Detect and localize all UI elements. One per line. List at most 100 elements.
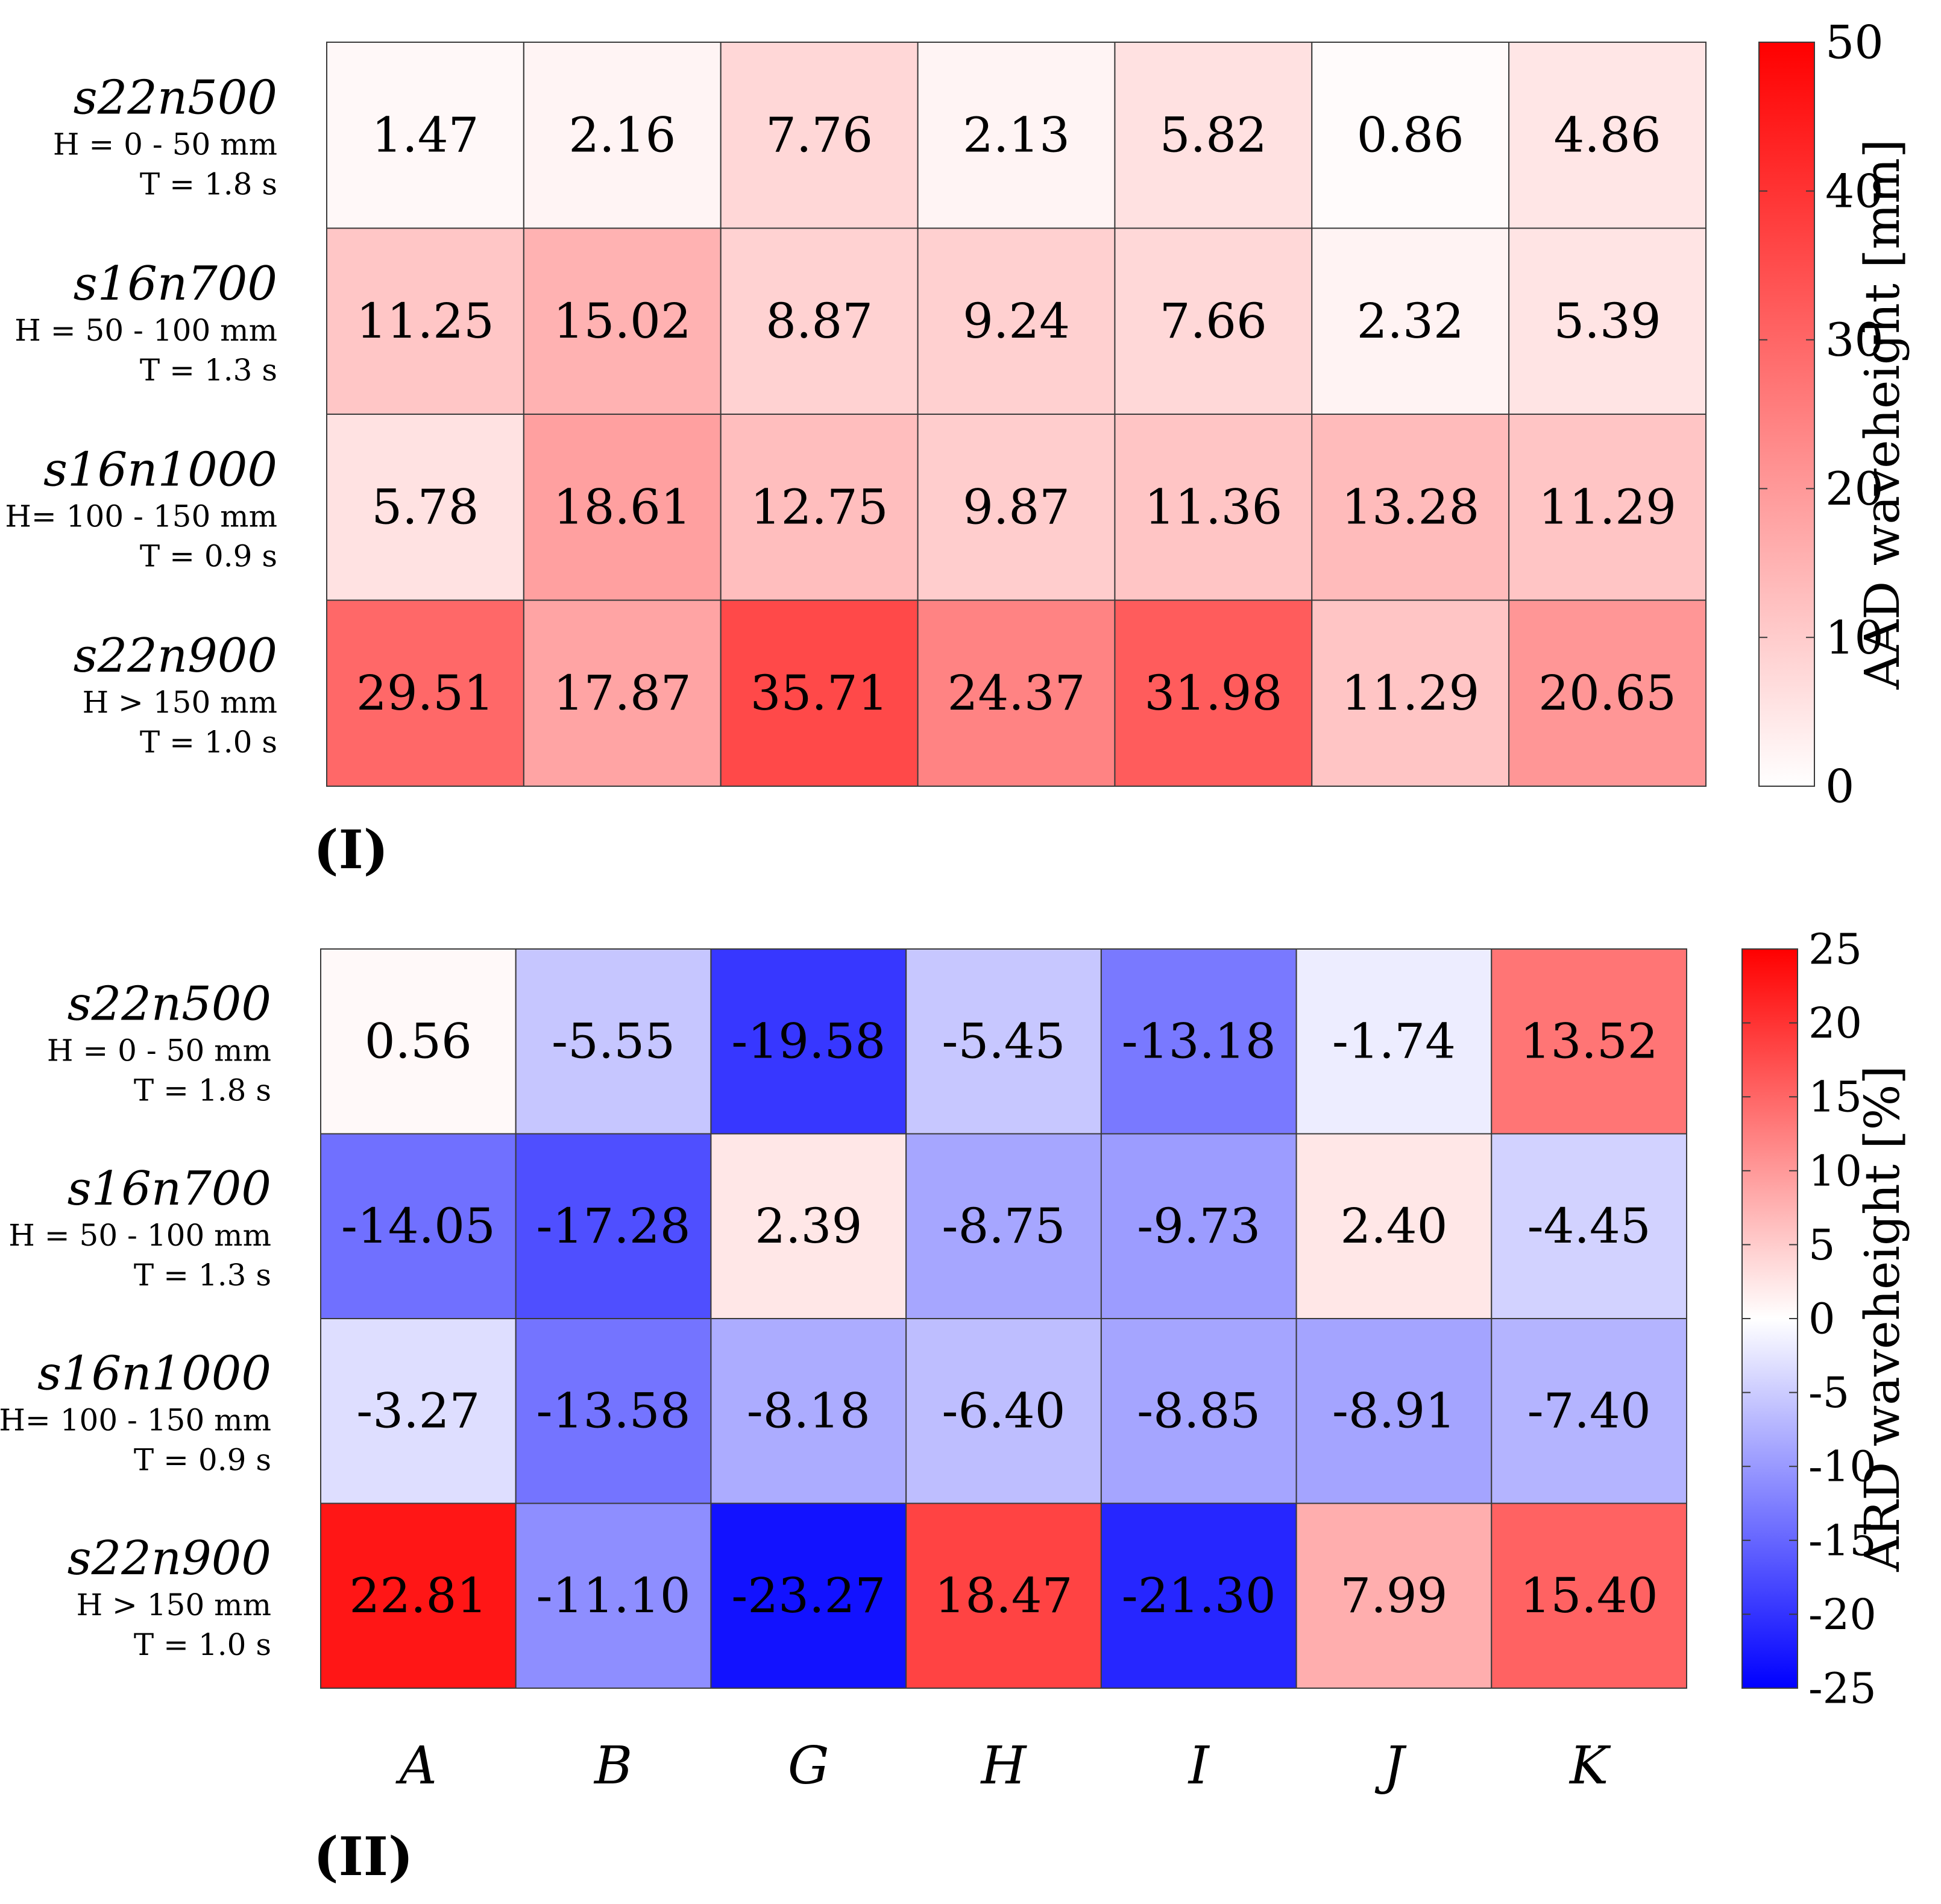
cell-value-label: 11.36 xyxy=(1144,479,1282,535)
panel-label: (I) xyxy=(313,818,388,881)
colorbar-label: AAD waveheight [mm] xyxy=(1854,139,1910,690)
cell-value-label: 18.61 xyxy=(553,479,691,535)
row-label-height: H > 150 mm xyxy=(83,685,277,720)
x-tick-label: G xyxy=(788,1736,829,1796)
row-label-height: H > 150 mm xyxy=(77,1587,271,1622)
row-label-name: s22n900 xyxy=(68,1531,271,1586)
cell-value-label: 11.29 xyxy=(1538,479,1676,535)
row-label-period: T = 0.9 s xyxy=(140,538,277,573)
cell-value-label: 11.25 xyxy=(356,293,494,349)
cell-value-label: 24.37 xyxy=(947,665,1085,721)
cell-value-label: 4.86 xyxy=(1554,107,1661,163)
row-label-period: T = 1.8 s xyxy=(134,1073,271,1108)
cell-value-label: 22.81 xyxy=(349,1568,487,1624)
cell-value-label: 0.86 xyxy=(1357,107,1464,163)
cell-value-label: 2.40 xyxy=(1340,1198,1447,1254)
cell-value-label: 5.78 xyxy=(371,479,479,535)
cell-value-label: -14.05 xyxy=(341,1198,495,1254)
cell-value-label: -19.58 xyxy=(731,1013,886,1069)
cell-value-label: 20.65 xyxy=(1538,665,1676,721)
cell-value-label: -23.27 xyxy=(731,1568,886,1624)
cell-value-label: 9.24 xyxy=(963,293,1070,349)
cell-value-label: -6.40 xyxy=(942,1382,1065,1439)
cell-value-label: 2.13 xyxy=(963,107,1070,163)
cell-value-label: 1.47 xyxy=(371,107,479,163)
cell-value-label: 8.87 xyxy=(766,293,873,349)
colorbar-tick-label: 20 xyxy=(1808,998,1862,1048)
row-label-period: T = 0.9 s xyxy=(134,1442,271,1477)
cell-value-label: -7.40 xyxy=(1527,1382,1651,1439)
cell-value-label: 2.39 xyxy=(755,1198,862,1254)
cell-value-label: -8.91 xyxy=(1332,1382,1456,1439)
row-label-period: T = 1.8 s xyxy=(140,166,277,201)
cell-value-label: 15.02 xyxy=(553,293,691,349)
cell-value-label: 9.87 xyxy=(963,479,1070,535)
cell-value-label: 11.29 xyxy=(1341,665,1479,721)
cell-value-label: -9.73 xyxy=(1137,1198,1260,1254)
row-label-period: T = 1.3 s xyxy=(134,1258,271,1293)
cell-value-label: 18.47 xyxy=(934,1568,1072,1624)
colorbar-tick-label: -20 xyxy=(1808,1590,1877,1639)
cell-value-label: 0.56 xyxy=(365,1013,472,1069)
cell-value-label: 35.71 xyxy=(750,665,889,721)
cell-value-label: 2.32 xyxy=(1357,293,1464,349)
colorbar-tick-label: 0 xyxy=(1808,1294,1836,1344)
figure: 1.47 2.16 7.76 2.13 5.82 0.86 4.8611.25 15.02 8.… xyxy=(0,0,1941,1904)
cell-value-label: 13.28 xyxy=(1341,479,1479,535)
cell-value-label: -17.28 xyxy=(536,1198,691,1254)
cell-value-label: -5.45 xyxy=(942,1013,1065,1069)
row-label-name: s16n700 xyxy=(74,257,277,311)
cell-value-label: 15.40 xyxy=(1520,1568,1658,1624)
cell-value-label: 12.75 xyxy=(750,479,889,535)
x-tick-label: B xyxy=(593,1736,632,1796)
cell-value-label: -13.58 xyxy=(536,1382,691,1439)
heatmap-panel-aad: 1.47 2.16 7.76 2.13 5.82 0.86 4.8611.25 15.02 8.… xyxy=(5,16,1910,881)
colorbar-tick-label: 5 xyxy=(1808,1220,1836,1270)
cell-value-label: -4.45 xyxy=(1527,1198,1651,1254)
colorbar-label: ARD waveheight [%] xyxy=(1854,1065,1910,1572)
cell-value-label: -5.55 xyxy=(552,1013,675,1069)
row-label-height: H = 0 - 50 mm xyxy=(47,1033,271,1068)
cell-value-label: 17.87 xyxy=(553,665,691,721)
colorbar-tick-label: 0 xyxy=(1825,760,1854,813)
cell-value-label: -8.18 xyxy=(747,1382,870,1439)
cell-value-label: 31.98 xyxy=(1144,665,1282,721)
row-label-name: s22n500 xyxy=(74,71,277,125)
cell-value-label: -1.74 xyxy=(1332,1013,1456,1069)
cell-value-label: -8.85 xyxy=(1137,1382,1260,1439)
x-tick-label: H xyxy=(980,1736,1028,1796)
panel-label: (II) xyxy=(313,1825,414,1888)
x-tick-label: J xyxy=(1374,1736,1407,1796)
cell-value-label: -8.75 xyxy=(942,1198,1065,1254)
row-label-height: H= 100 - 150 mm xyxy=(5,499,277,534)
cell-value-label: 7.76 xyxy=(766,107,873,163)
row-label-name: s22n900 xyxy=(74,629,277,683)
colorbar-gradient xyxy=(1759,42,1814,786)
row-label-name: s16n700 xyxy=(68,1162,271,1216)
row-label-height: H = 50 - 100 mm xyxy=(14,313,277,348)
cell-value-label: 7.99 xyxy=(1340,1568,1447,1624)
x-tick-label: K xyxy=(1568,1736,1611,1796)
cell-value-label: 5.82 xyxy=(1160,107,1267,163)
colorbar-tick-label: 50 xyxy=(1825,16,1884,69)
row-label-period: T = 1.3 s xyxy=(140,353,277,388)
row-label-period: T = 1.0 s xyxy=(134,1627,271,1662)
cell-value-label: 7.66 xyxy=(1160,293,1267,349)
cell-value-label: 5.39 xyxy=(1554,293,1661,349)
colorbar-tick-label: -25 xyxy=(1808,1664,1877,1713)
colorbar-tick-label: 25 xyxy=(1808,925,1862,974)
heatmap-panel-ard: 0.56 -5.55 -19.58 -5.45 -13.18 -1.74 13.52 -14.… xyxy=(0,925,1910,1888)
x-tick-label: A xyxy=(395,1736,437,1796)
row-label-height: H = 0 - 50 mm xyxy=(53,127,277,162)
cell-value-label: 29.51 xyxy=(356,665,494,721)
row-label-height: H= 100 - 150 mm xyxy=(0,1402,271,1437)
row-label-name: s22n500 xyxy=(68,977,271,1031)
cell-value-label: 13.52 xyxy=(1520,1013,1658,1069)
row-label-height: H = 50 - 100 mm xyxy=(8,1218,271,1253)
row-label-name: s16n1000 xyxy=(37,1346,271,1401)
cell-value-label: -13.18 xyxy=(1122,1013,1276,1069)
cell-value-label: -11.10 xyxy=(536,1568,691,1624)
cell-value-label: -3.27 xyxy=(356,1382,480,1439)
row-label-period: T = 1.0 s xyxy=(140,725,277,760)
x-tick-label: I xyxy=(1188,1736,1210,1796)
